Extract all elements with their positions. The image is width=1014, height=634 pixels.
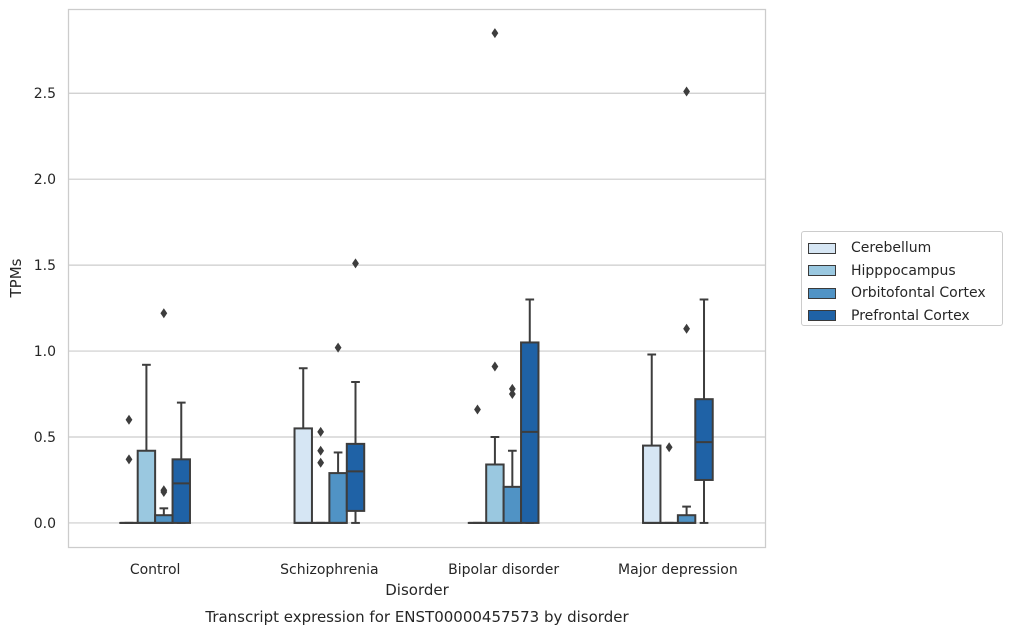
outlier-point [352,258,359,269]
y-tick-label: 0.0 [34,516,56,532]
box-orbitofontal-cortex [154,308,174,524]
box-prefrontal-cortex [345,258,366,524]
outlier-point [491,28,499,39]
outlier-point [160,308,168,319]
y-tick-label: 2.0 [34,172,56,188]
box-orbitofontal-cortex [328,342,348,524]
legend: Cerebellum Hipppocampus Orbitofontal Corte… [801,231,1003,326]
legend-item: Cerebellum [808,237,1002,260]
outlier-point [665,442,673,453]
y-tick-label: 2.5 [34,86,56,102]
box-body [502,485,523,524]
x-tick-label: Schizophrenia [280,562,378,578]
box-cerebellum [293,367,313,524]
outlier-point [125,454,133,465]
y-axis-label: TPMs [7,258,25,298]
box-hipppocampus [136,363,157,524]
legend-swatch [808,242,836,254]
box-orbitofontal-cortex [676,86,697,524]
box-body [676,514,697,524]
y-tick-label: 1.5 [34,258,56,274]
box-hipppocampus [485,28,505,524]
box-series [119,28,714,524]
box-prefrontal-cortex [171,401,191,524]
outlier-point [317,445,325,456]
box-body [345,442,366,512]
box-body [328,472,348,524]
box-hipppocampus [310,426,331,524]
legend-swatch [808,265,836,277]
outlier-point [508,389,516,400]
box-body [485,463,505,524]
outlier-point [491,361,499,372]
legend-label: Hipppocampus [851,262,956,279]
box-cerebellum [642,353,662,524]
legend-item: Prefrontal Cortex [808,305,1002,328]
x-tick-label: Control [130,562,181,578]
x-tick-label: Bipolar disorder [448,562,559,578]
y-tick-label: 1.0 [34,344,56,360]
box-body [136,449,157,524]
outlier-point [474,404,481,415]
box-body [293,427,313,524]
box-hipppocampus [659,442,679,524]
chart-caption: Transcript expression for ENST0000045757… [204,608,629,626]
x-axis-ticks: Control Schizophrenia Bipolar disorder Majo… [130,562,738,578]
legend-swatch [808,287,836,299]
box-prefrontal-cortex [520,298,540,524]
box-prefrontal-cortex [694,298,714,524]
y-tick-label: 0.5 [34,430,56,446]
legend-label: Orbitofontal Cortex [851,285,986,302]
outlier-point [334,342,342,353]
box-cerebellum [119,414,139,524]
legend-label: Prefrontal Cortex [851,307,970,324]
box-cerebellum [467,404,488,524]
outlier-point [683,86,690,97]
outlier-point [160,486,168,497]
outlier-point [508,383,516,394]
x-axis-label: Disorder [385,581,449,599]
y-axis-ticks: 0.0 0.5 1.0 1.5 2.0 2.5 [34,86,56,532]
outlier-point [317,457,325,468]
outlier-point [125,414,133,425]
legend-item: Hipppocampus [808,260,1002,283]
legend-swatch [808,310,836,322]
outlier-point [317,426,325,437]
box-body [642,444,662,524]
legend-item: Orbitofontal Cortex [808,282,1002,305]
legend-label: Cerebellum [851,240,932,257]
outlier-point [683,323,690,334]
box-body [154,514,174,524]
box-body [171,458,191,524]
x-tick-label: Major depression [618,562,738,578]
box-body [694,398,714,481]
box-orbitofontal-cortex [502,383,523,524]
plot-frame [67,8,767,549]
